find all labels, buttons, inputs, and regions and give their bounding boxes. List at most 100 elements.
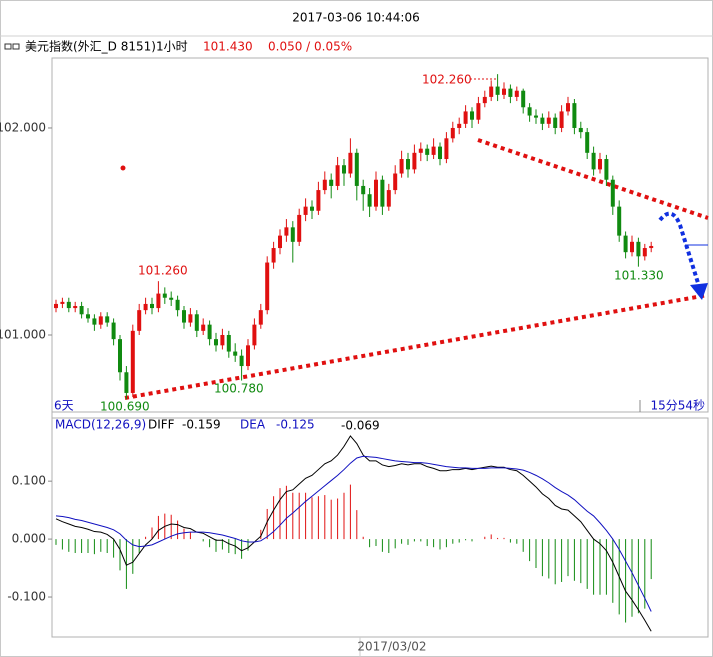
candle-body [591,152,596,170]
candle-body [406,159,410,170]
candle-body [86,314,90,319]
candle-body [508,88,513,97]
candle-body [578,127,583,133]
candle-body [444,138,449,160]
candle-body [463,111,468,124]
macd-title: MACD(12,26,9) [55,418,146,432]
candle-body [162,293,167,298]
countdown: 15分54秒 [650,399,705,413]
candle-body [470,111,474,120]
candle-body [610,179,615,207]
candle-body [393,173,398,191]
legend-diff: DIFF [148,418,175,432]
candle-body [278,235,282,249]
candle-body [73,306,78,309]
date-label: 2017/03/02 [357,640,426,654]
candle-body [124,372,129,393]
candle-body [495,86,500,95]
candle-body [303,206,308,215]
candle-body [220,334,225,346]
candle-body [585,132,590,153]
candle-body [354,152,359,186]
price-label: 102.260 [422,73,472,87]
candle-body [399,159,404,174]
candle-body [54,303,58,309]
candle-body [617,206,622,236]
candle-body [329,179,334,186]
candle-body [489,86,494,97]
candle-body [559,111,564,128]
candle-body [60,301,65,304]
candle-body [335,165,340,186]
candle-body [342,165,346,174]
candle-body [226,334,231,352]
candle-body [284,227,289,236]
candle-body [258,310,263,325]
candle-body [482,96,487,104]
indicator-line [55,455,652,612]
period-note: 6天 [54,399,74,413]
candle-body [476,103,481,120]
candle-body [137,310,142,331]
candle-body [143,303,148,311]
candle-body [361,185,366,195]
candle-body [92,318,97,325]
candle-body [534,115,538,118]
forecast-arrow [658,211,700,284]
candle-body [457,123,462,128]
candle-body [79,306,84,315]
candle-body [252,324,257,346]
candle-body [182,310,186,323]
candle-body [412,152,417,170]
candle-body [514,90,519,97]
candle-body [66,301,71,309]
dea-value: -0.125 [276,418,315,432]
candle-body [156,293,161,309]
candle-body [540,117,545,124]
candle-body [111,322,116,340]
price-label: 101.260 [138,264,188,278]
candle-body [175,299,180,311]
candle-body [233,351,238,356]
price-change: 0.050 / 0.05% [268,40,352,54]
candle-body [546,117,551,124]
candle-body [348,152,353,174]
price-label: 100.780 [214,382,264,396]
candle-body [130,330,135,393]
y-tick-label: 102.000 [0,120,46,134]
candle-body [418,148,423,153]
legend-dea: DEA [240,418,266,432]
candle-body [118,339,122,373]
trend-line [124,293,709,400]
candle-body [150,303,154,309]
candle-body [572,103,577,128]
candle-body [265,262,270,311]
candle-body [201,324,206,331]
candle-body [431,146,436,155]
candle-body [169,297,174,300]
arrow-head [690,283,708,300]
candle-body [553,117,558,128]
candle-body [316,190,321,211]
candle-body [246,345,250,367]
link-icon [4,43,20,50]
candle-body [630,241,634,253]
instrument-name: 美元指数(外汇_D 8151)1小时 [25,39,188,54]
candle-body [194,314,199,331]
candle-body [367,194,372,207]
candle-body [297,214,302,242]
candle-body [425,148,430,155]
diff-value: -0.159 [182,418,221,432]
candle-body [527,107,532,116]
candle-body [598,159,602,170]
candle-body [636,241,641,257]
candle-body [386,190,391,207]
candle-body [450,127,455,139]
candle-body [310,206,314,211]
price-label: 101.330 [614,269,664,283]
price-label: 100.690 [100,400,150,414]
candle-body [322,179,327,191]
y-tick-label: 0.000 [12,532,46,546]
